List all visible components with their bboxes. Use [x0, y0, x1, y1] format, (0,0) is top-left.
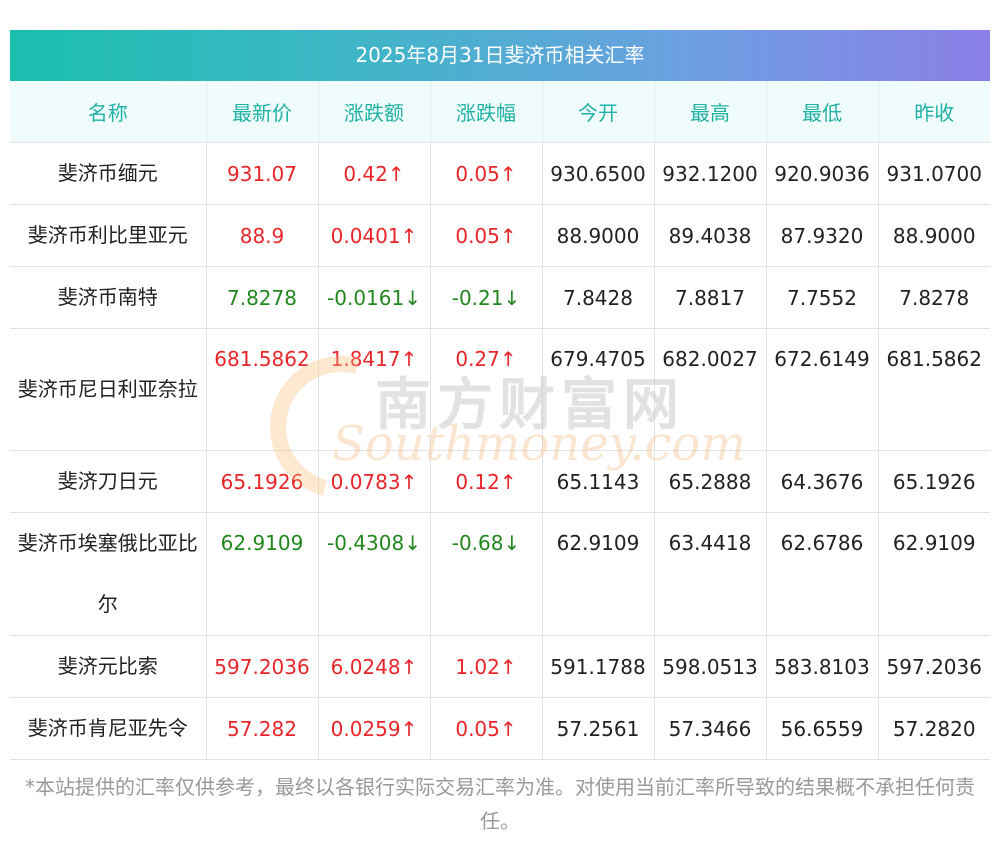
change-percent: 1.02↑	[430, 635, 543, 698]
prev-close: 57.2820	[878, 697, 990, 760]
latest-price: 7.8278	[206, 266, 319, 329]
low-price: 87.9320	[766, 204, 879, 267]
currency-pair-link[interactable]: 斐济币利比里亚元	[10, 204, 207, 267]
header-name: 名称	[10, 81, 207, 143]
header-low: 最低	[766, 81, 879, 143]
open-price: 88.9000	[542, 204, 655, 267]
currency-pair-link[interactable]: 斐济刀日元	[10, 450, 207, 513]
high-price: 65.2888	[654, 450, 767, 513]
table-row: 斐济币尼日利亚奈拉 681.5862 1.8417↑ 0.27↑ 679.470…	[10, 328, 990, 451]
table-row: 斐济币缅元 931.07 0.42↑ 0.05↑ 930.6500 932.12…	[10, 142, 990, 205]
high-price: 682.0027	[654, 328, 767, 451]
change-percent: 0.05↑	[430, 204, 543, 267]
rates-panel: 2025年8月31日斐济币相关汇率 名称 最新价 涨跌额 涨跌幅 今开 最高 最…	[10, 30, 990, 760]
low-price: 920.9036	[766, 142, 879, 205]
prev-close: 7.8278	[878, 266, 990, 329]
latest-price: 88.9	[206, 204, 319, 267]
high-price: 932.1200	[654, 142, 767, 205]
prev-close: 88.9000	[878, 204, 990, 267]
low-price: 672.6149	[766, 328, 879, 451]
header-open: 今开	[542, 81, 655, 143]
change-amount: 0.0783↑	[318, 450, 431, 513]
header-latest: 最新价	[206, 81, 319, 143]
change-amount: -0.0161↓	[318, 266, 431, 329]
latest-price: 62.9109	[206, 512, 319, 636]
latest-price: 65.1926	[206, 450, 319, 513]
currency-pair-link[interactable]: 斐济币尼日利亚奈拉	[10, 328, 207, 451]
currency-pair-link[interactable]: 斐济币缅元	[10, 142, 207, 205]
header-prev-close: 昨收	[878, 81, 990, 143]
change-percent: -0.21↓	[430, 266, 543, 329]
change-amount: 0.0401↑	[318, 204, 431, 267]
low-price: 64.3676	[766, 450, 879, 513]
latest-price: 57.282	[206, 697, 319, 760]
high-price: 57.3466	[654, 697, 767, 760]
low-price: 7.7552	[766, 266, 879, 329]
change-amount: -0.4308↓	[318, 512, 431, 636]
open-price: 930.6500	[542, 142, 655, 205]
change-percent: -0.68↓	[430, 512, 543, 636]
currency-pair-link[interactable]: 斐济币肯尼亚先令	[10, 697, 207, 760]
change-amount: 1.8417↑	[318, 328, 431, 451]
change-amount: 0.42↑	[318, 142, 431, 205]
change-percent: 0.27↑	[430, 328, 543, 451]
currency-pair-link[interactable]: 斐济币南特	[10, 266, 207, 329]
change-amount: 0.0259↑	[318, 697, 431, 760]
table-row: 斐济币利比里亚元 88.9 0.0401↑ 0.05↑ 88.9000 89.4…	[10, 204, 990, 267]
high-price: 7.8817	[654, 266, 767, 329]
currency-pair-link[interactable]: 斐济币埃塞俄比亚比尔	[10, 512, 207, 636]
high-price: 63.4418	[654, 512, 767, 636]
open-price: 679.4705	[542, 328, 655, 451]
table-row: 斐济币肯尼亚先令 57.282 0.0259↑ 0.05↑ 57.2561 57…	[10, 697, 990, 760]
currency-pair-link[interactable]: 斐济元比索	[10, 635, 207, 698]
latest-price: 681.5862	[206, 328, 319, 451]
table-header-row: 名称 最新价 涨跌额 涨跌幅 今开 最高 最低 昨收	[10, 81, 990, 143]
open-price: 65.1143	[542, 450, 655, 513]
page-title: 2025年8月31日斐济币相关汇率	[10, 30, 990, 81]
prev-close: 597.2036	[878, 635, 990, 698]
table-row: 斐济刀日元 65.1926 0.0783↑ 0.12↑ 65.1143 65.2…	[10, 450, 990, 513]
latest-price: 597.2036	[206, 635, 319, 698]
header-high: 最高	[654, 81, 767, 143]
rates-table: 名称 最新价 涨跌额 涨跌幅 今开 最高 最低 昨收 斐济币缅元 931.07 …	[10, 81, 990, 760]
table-row: 斐济币南特 7.8278 -0.0161↓ -0.21↓ 7.8428 7.88…	[10, 266, 990, 329]
low-price: 62.6786	[766, 512, 879, 636]
prev-close: 62.9109	[878, 512, 990, 636]
open-price: 591.1788	[542, 635, 655, 698]
change-percent: 0.12↑	[430, 450, 543, 513]
high-price: 89.4038	[654, 204, 767, 267]
prev-close: 65.1926	[878, 450, 990, 513]
high-price: 598.0513	[654, 635, 767, 698]
disclaimer: *本站提供的汇率仅供参考，最终以各银行实际交易汇率为准。对使用当前汇率所导致的结…	[25, 775, 975, 833]
change-percent: 0.05↑	[430, 697, 543, 760]
open-price: 7.8428	[542, 266, 655, 329]
prev-close: 681.5862	[878, 328, 990, 451]
header-change-pct: 涨跌幅	[430, 81, 543, 143]
table-row: 斐济币埃塞俄比亚比尔 62.9109 -0.4308↓ -0.68↓ 62.91…	[10, 512, 990, 636]
latest-price: 931.07	[206, 142, 319, 205]
change-percent: 0.05↑	[430, 142, 543, 205]
low-price: 583.8103	[766, 635, 879, 698]
prev-close: 931.0700	[878, 142, 990, 205]
header-change: 涨跌额	[318, 81, 431, 143]
open-price: 62.9109	[542, 512, 655, 636]
table-row: 斐济元比索 597.2036 6.0248↑ 1.02↑ 591.1788 59…	[10, 635, 990, 698]
low-price: 56.6559	[766, 697, 879, 760]
open-price: 57.2561	[542, 697, 655, 760]
change-amount: 6.0248↑	[318, 635, 431, 698]
